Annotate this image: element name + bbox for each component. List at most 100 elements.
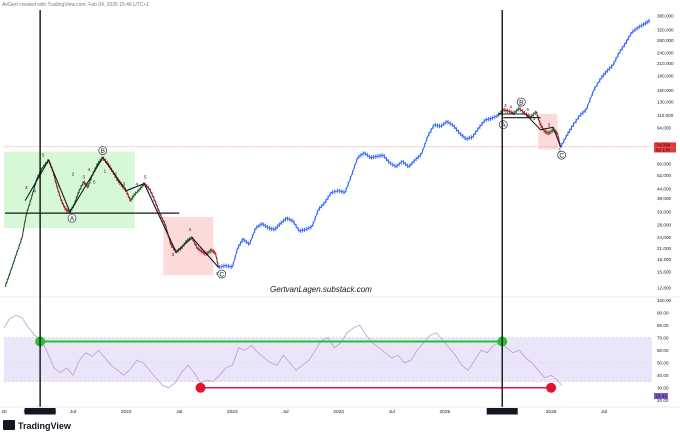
circled-label: B (519, 99, 523, 106)
x-tick-label: 2025 (440, 409, 451, 415)
tradingview-logo[interactable]: TradingView (3, 420, 72, 431)
price-tick-label: 39,000 (657, 196, 671, 201)
wave-label-2025: 3 (504, 103, 507, 108)
circled-label: C (559, 152, 564, 159)
circled-label-ring (498, 120, 508, 130)
price-badge-top: 74,338 (656, 142, 670, 147)
wave-label-2025: 4 (509, 104, 512, 109)
circled-label-ring (98, 146, 108, 155)
wave-label-2021: 5 (93, 180, 96, 185)
circled-label: A (501, 122, 506, 129)
x-tick-label: 2022 (121, 409, 132, 415)
rsi-tick-label: 50.00 (657, 360, 669, 365)
x-tick-label: Jul (70, 409, 76, 415)
wave-label-2025: 1 (533, 116, 536, 121)
wave-label-2025: 3 (548, 122, 551, 127)
date-marker-bg (24, 408, 56, 415)
price-badge-top-bg (654, 142, 676, 148)
x-tick-label: 2024 (333, 409, 344, 415)
rsi-tick-label: 20.00 (657, 398, 669, 403)
wave-label-2021: 5 (42, 152, 45, 157)
x-tick-label: Jul (282, 409, 288, 415)
circled-label: B (101, 148, 105, 155)
wave-zigzag-2025 (498, 113, 562, 148)
date-marker-left: Mon 08 Mar '21 (24, 409, 58, 415)
tradingview-icon (3, 420, 15, 430)
rsi-band (4, 337, 652, 382)
circled-label: A (70, 216, 75, 223)
price-tick-label: 320,000 (657, 27, 674, 32)
wave-label-2025: 5 (558, 148, 561, 153)
rsi-badge-bg (654, 392, 668, 399)
price-tick-label: 150,000 (657, 88, 674, 93)
wave-label-2021: 4 (189, 227, 192, 232)
projection-series-line (560, 20, 651, 148)
wave-label-2021: 3 (82, 175, 85, 180)
x-tick-label: 2023 (227, 409, 238, 415)
wave-label-2021: 1 (57, 181, 60, 186)
price-tick-label: 33,000 (657, 210, 671, 215)
header-text: AirGert created with TradingView.com, Fe… (2, 2, 149, 8)
x-tick-label: 20 (1, 409, 7, 415)
tradingview-label: TradingView (18, 421, 72, 431)
price-tick-label: 180,000 (657, 74, 674, 79)
watermark: GertvanLagen.substack.com (270, 285, 372, 294)
rsi-tick-label: 30.00 (657, 385, 669, 390)
price-tick-label: 24,000 (657, 235, 671, 240)
price-badge-bottom-bg (654, 147, 676, 153)
x-tick-label: Jul (389, 409, 395, 415)
wave-label-2021: 4 (136, 181, 139, 186)
price-tick-label: 15,600 (657, 270, 671, 275)
rsi-panel: 20.00 30.00 40.00 50.00 60.00 70.00 80.00 90.00… (3, 298, 671, 403)
rsi-marker-red (195, 382, 206, 393)
price-tick-label: 12,800 (657, 285, 671, 290)
price-tick-label: 28,000 (657, 223, 671, 228)
wave-zigzag-2021 (24, 156, 220, 268)
rsi-tick-label: 70.00 (657, 335, 669, 340)
rsi-tick-label: 100.00 (657, 298, 671, 303)
date-marker-right: Mon 14 Jul '25 (487, 409, 518, 415)
wave-label-2021: 4 (88, 167, 91, 172)
rsi-line (3, 314, 563, 389)
wave-label-2021: 1 (104, 168, 107, 173)
rsi-tick-label: 90.00 (657, 310, 669, 315)
rally-series-line (218, 115, 499, 268)
rsi-tick-label: 80.00 (657, 323, 669, 328)
price-tick-label: 60,000 (657, 162, 671, 167)
wave-label-2025: 5 (526, 107, 529, 112)
price-tick-label: 110,000 (657, 113, 674, 118)
x-tick-label: Jul (176, 409, 182, 415)
price-tick-label: 240,000 (657, 51, 674, 56)
rsi-badge: 23.41 (656, 394, 668, 399)
circled-label-ring (557, 150, 567, 160)
x-tick-label: 2026 (546, 409, 557, 415)
price-tick-label: 44,000 (657, 186, 671, 191)
wave-label-2021: 2 (114, 171, 117, 176)
price-tick-label: 18,200 (657, 257, 671, 262)
price-badge-bottom: 62 13h (656, 147, 670, 152)
price-tick-label: 380,000 (657, 14, 674, 19)
rsi-tick-label: 40.00 (657, 373, 669, 378)
price-tick-label: 210,000 (657, 61, 674, 66)
rsi-marker-red (546, 382, 557, 393)
wave-label-2021: 2 (72, 171, 75, 176)
circled-label-ring (67, 213, 77, 223)
wave-label-2021: 5 (144, 175, 147, 180)
price-tick-label: 52,000 (657, 173, 671, 178)
price-tick-label: 21,000 (657, 246, 671, 251)
price-panel: 12,800 15,600 18,200 21,000 24,000 28,000 33,0… (4, 14, 676, 290)
rsi-tick-label: 60.00 (657, 348, 669, 353)
circled-label-ring (517, 97, 526, 107)
date-marker-bg (486, 408, 518, 415)
red-box (163, 216, 214, 276)
price-tick-label: 94,000 (657, 126, 671, 131)
x-axis: 20 Jul 2022 Jul 2023 Jul 2024 Jul 2025 2026 Jul Mon… (0, 10, 680, 415)
wave-label-2021: 3 (172, 252, 175, 257)
wave-label-2021: 4 (34, 189, 37, 194)
wave-label-2021: 3 (25, 185, 28, 190)
circled-label-ring (217, 269, 227, 279)
x-tick-label: Jul (601, 409, 607, 415)
price-tick-label: 280,000 (657, 38, 674, 43)
circled-label: C (219, 271, 224, 278)
